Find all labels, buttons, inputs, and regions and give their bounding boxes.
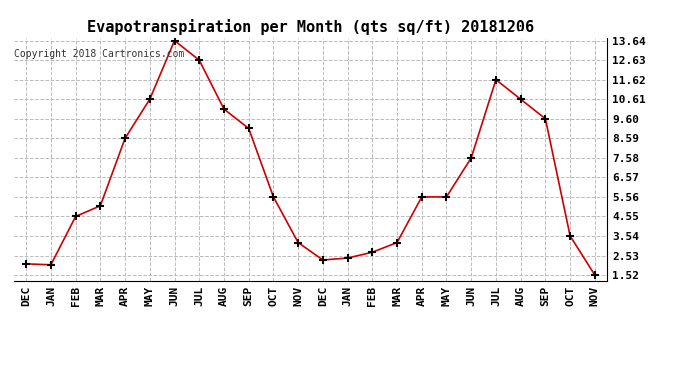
- Title: Evapotranspiration per Month (qts sq/ft) 20181206: Evapotranspiration per Month (qts sq/ft)…: [87, 19, 534, 35]
- Text: ET (qts/sq ft): ET (qts/sq ft): [513, 31, 595, 41]
- Text: Copyright 2018 Cartronics.com: Copyright 2018 Cartronics.com: [14, 49, 184, 59]
